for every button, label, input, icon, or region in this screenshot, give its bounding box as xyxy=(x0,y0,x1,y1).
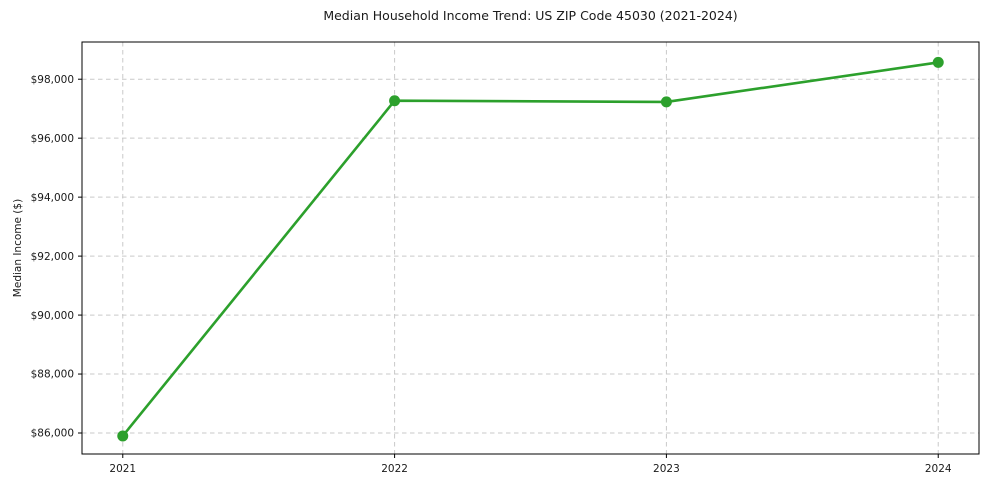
x-tick-label: 2022 xyxy=(381,463,408,475)
y-tick-label: $96,000 xyxy=(31,133,74,145)
y-tick-label: $94,000 xyxy=(31,192,74,204)
trend-line xyxy=(121,61,940,438)
data-point xyxy=(932,56,944,68)
y-tick-label: $90,000 xyxy=(31,310,74,322)
y-tick-label: $86,000 xyxy=(31,428,74,440)
y-tick-label: $98,000 xyxy=(31,74,74,86)
x-tick-label: 2023 xyxy=(653,463,680,475)
chart-title: Median Household Income Trend: US ZIP Co… xyxy=(323,8,738,23)
data-point xyxy=(660,96,672,108)
data-point xyxy=(389,95,401,107)
y-tick-label: $88,000 xyxy=(31,369,74,381)
data-point xyxy=(117,430,129,442)
x-tick-label: 2021 xyxy=(109,463,136,475)
y-tick-label: $92,000 xyxy=(31,251,74,263)
x-tick-label: 2024 xyxy=(925,463,952,475)
plot-border xyxy=(81,41,980,455)
